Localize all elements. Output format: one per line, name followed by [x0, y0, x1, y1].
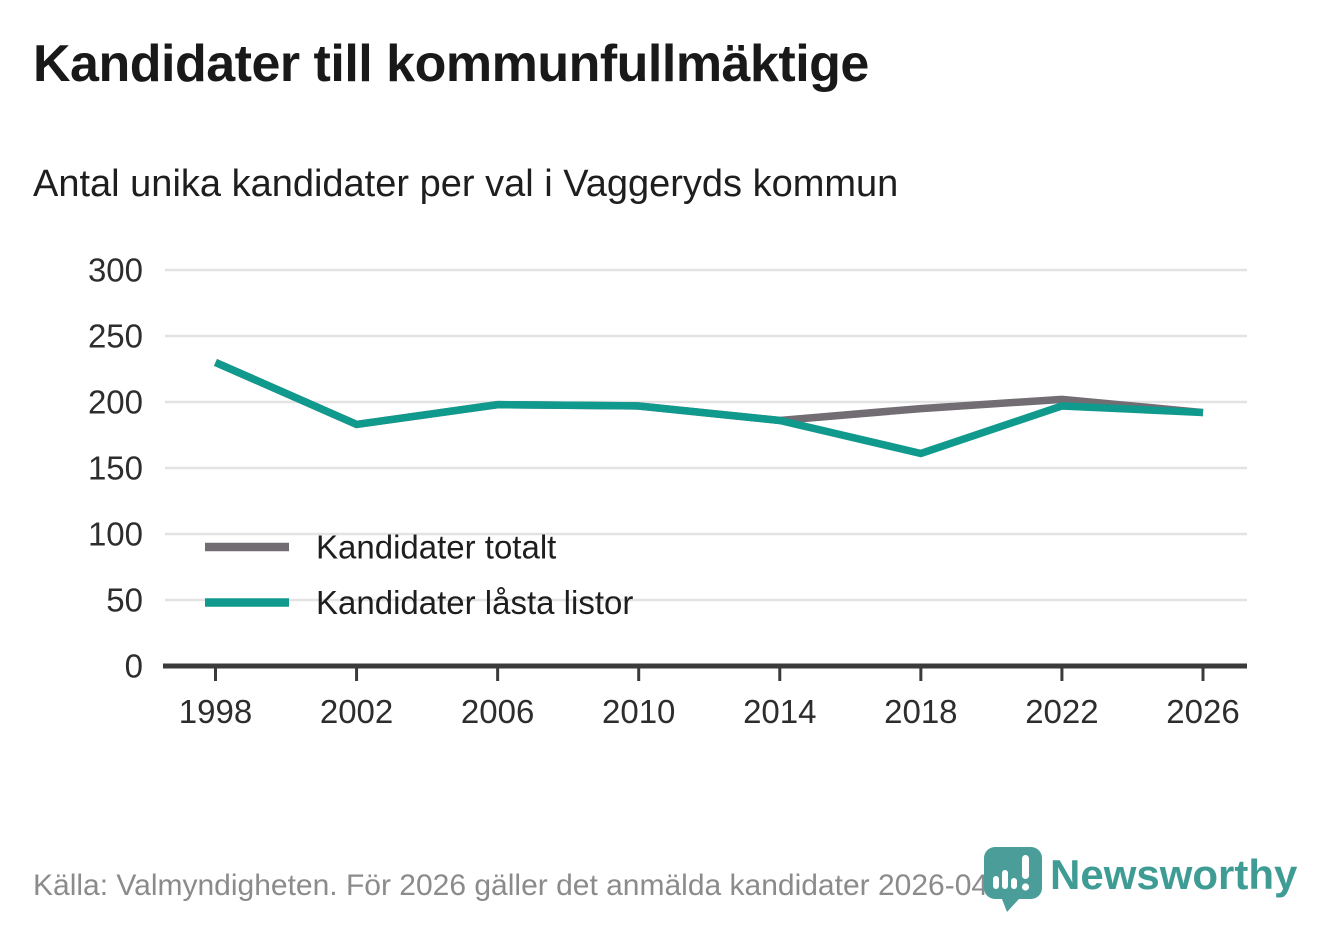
y-tick-label-150: 150 [88, 450, 143, 487]
y-tick-label-50: 50 [106, 582, 143, 619]
pin-bar-chart-glyph [993, 855, 1030, 891]
x-tick-label-2010: 2010 [602, 693, 675, 730]
y-tick-label-200: 200 [88, 384, 143, 421]
y-tick-label-0: 0 [125, 648, 143, 685]
x-tick-label-2018: 2018 [884, 693, 957, 730]
source-note: Källa: Valmyndigheten. För 2026 gäller d… [33, 869, 1040, 902]
x-tick-label-2002: 2002 [320, 693, 393, 730]
y-tick-label-300: 300 [88, 252, 143, 289]
legend-label-0: Kandidater totalt [316, 529, 556, 566]
newsworthy-logo: Newsworthy [982, 845, 1297, 913]
x-tick-label-2006: 2006 [461, 693, 534, 730]
y-tick-label-250: 250 [88, 318, 143, 355]
chart-subtitle: Antal unika kandidater per val i Vaggery… [33, 163, 899, 205]
x-tick-label-1998: 1998 [179, 693, 252, 730]
legend-label-1: Kandidater låsta listor [316, 584, 633, 621]
chart-title: Kandidater till kommunfullmäktige [33, 35, 869, 93]
y-tick-label-100: 100 [88, 516, 143, 553]
x-tick-label-2022: 2022 [1025, 693, 1098, 730]
x-tick-label-2014: 2014 [743, 693, 816, 730]
newsworthy-pin-icon [984, 847, 1042, 912]
series-line-1 [213, 358, 1204, 458]
x-tick-label-2026: 2026 [1166, 693, 1239, 730]
newsworthy-logo-text: Newsworthy [1050, 851, 1298, 898]
